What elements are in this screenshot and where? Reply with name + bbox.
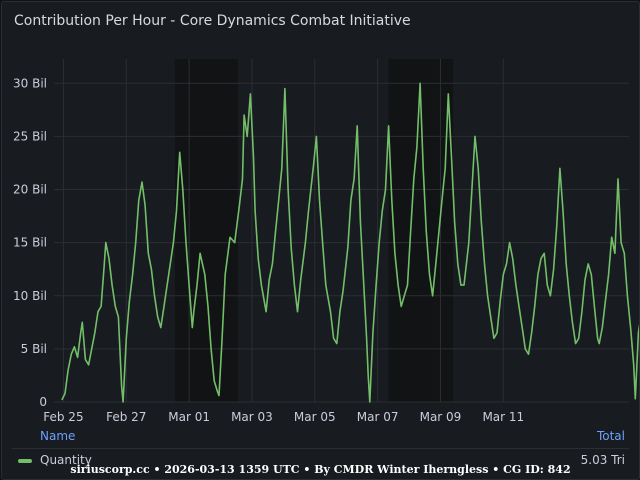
series-color-swatch [18, 459, 32, 463]
x-tick-label: Feb 25 [43, 410, 83, 424]
x-tick-label: Mar 11 [482, 410, 524, 424]
x-axis: Feb 25 Feb 27 Mar 01 Mar 03 Mar 05 Mar 07 Mar … [43, 410, 524, 424]
watermark-text: siriuscorp.cc • 2026-03-13 1359 UTC • By… [70, 463, 571, 476]
chart-grid [54, 59, 629, 403]
y-axis: 0 5 Bil 10 Bil 15 Bil 20 Bil 25 Bil 30 Bil [13, 76, 47, 409]
chart: 0 5 Bil 10 Bil 15 Bil 20 Bil 25 Bil 30 Bil Feb… [13, 59, 639, 424]
legend-total-header[interactable]: Total [596, 429, 625, 443]
y-tick-label: 0 [39, 395, 47, 409]
y-tick-label: 10 Bil [13, 289, 47, 303]
y-tick-label: 20 Bil [13, 183, 47, 197]
x-tick-label: Mar 07 [357, 410, 399, 424]
legend-series-label: Quantity [40, 453, 92, 467]
x-tick-label: Mar 01 [168, 410, 210, 424]
panel-title[interactable]: Contribution Per Hour - Core Dynamics Co… [14, 13, 411, 29]
chart-series [61, 82, 639, 403]
legend-name-header[interactable]: Name [40, 429, 76, 443]
y-tick-label: 25 Bil [13, 129, 47, 143]
x-tick-label: Mar 03 [231, 410, 273, 424]
y-tick-label: 5 Bil [21, 342, 47, 356]
legend-header: Name Total [40, 429, 625, 445]
x-tick-label: Mar 09 [420, 410, 462, 424]
legend-divider [12, 448, 629, 449]
highlight-band-1 [174, 59, 238, 402]
x-tick-label: Mar 05 [294, 410, 336, 424]
series-line-quantity [61, 82, 639, 403]
legend-series-total: 5.03 Tri [580, 453, 625, 467]
y-tick-label: 15 Bil [13, 236, 47, 250]
legend-row-quantity[interactable]: Quantity 5.03 Tri [18, 453, 625, 469]
y-tick-label: 30 Bil [13, 76, 47, 90]
x-tick-label: Feb 27 [106, 410, 146, 424]
